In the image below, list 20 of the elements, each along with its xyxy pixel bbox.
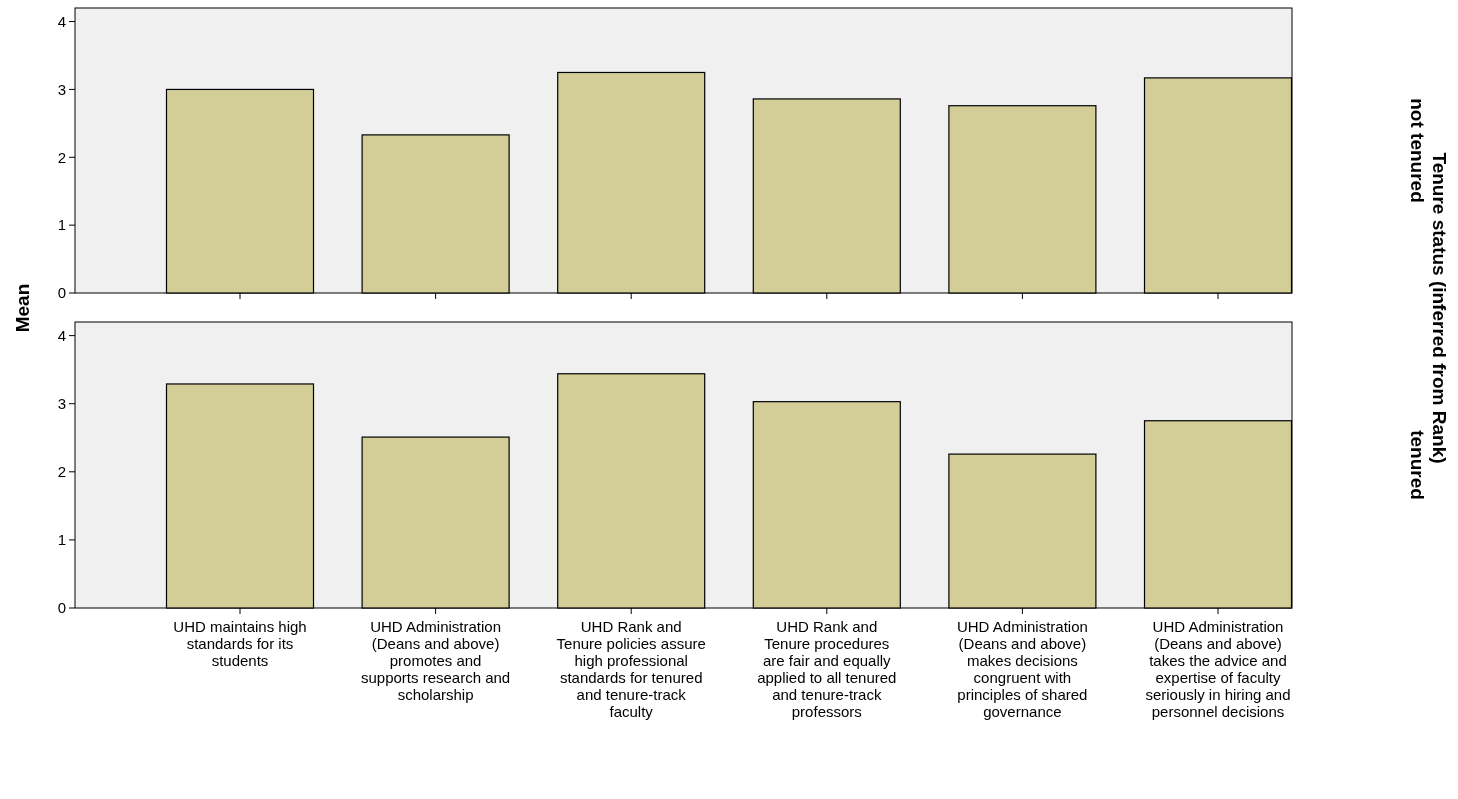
y-tick-label: 2 xyxy=(57,463,66,481)
text: Tenure status (inferred from Rank) xyxy=(1429,152,1451,464)
x-tick-label: UHD maintains high standards for its students xyxy=(173,618,307,669)
y2-axis-title: tenured xyxy=(1407,430,1429,500)
y-tick-label: 1 xyxy=(57,216,66,234)
x-tick-label: UHD Rank and Tenure procedures are fair and equally applied to all tenured and tenure-track professors xyxy=(757,618,897,720)
x-tick-label: UHD Administration (Deans and above) makes decisions congruent with principles of shared governance xyxy=(956,618,1088,720)
y-tick-label: 0 xyxy=(57,284,66,302)
y-tick-label: 3 xyxy=(57,80,66,98)
y-tick-label: 1 xyxy=(57,531,66,549)
y-axis-title: Mean xyxy=(11,283,33,333)
y-tick-label: 0 xyxy=(57,599,66,617)
y-tick-label: 3 xyxy=(57,394,66,412)
x-tick-label: UHD Administration (Deans and above) promotes and supports research and scholarship xyxy=(360,618,511,703)
y-tick-label: 2 xyxy=(57,148,66,166)
x-tick-label: UHD Administration (Deans and above) takes the advice and expertise of faculty seriously in hiring and personnel decisions xyxy=(1145,618,1291,720)
y-tick-label: 4 xyxy=(57,12,66,30)
y-tick-label: 4 xyxy=(57,326,66,344)
y2-axis-title: not tenured xyxy=(1407,98,1429,203)
x-tick-label: UHD Rank and Tenure policies assure high professional standards for tenured and tenure-track faculty xyxy=(556,618,706,720)
